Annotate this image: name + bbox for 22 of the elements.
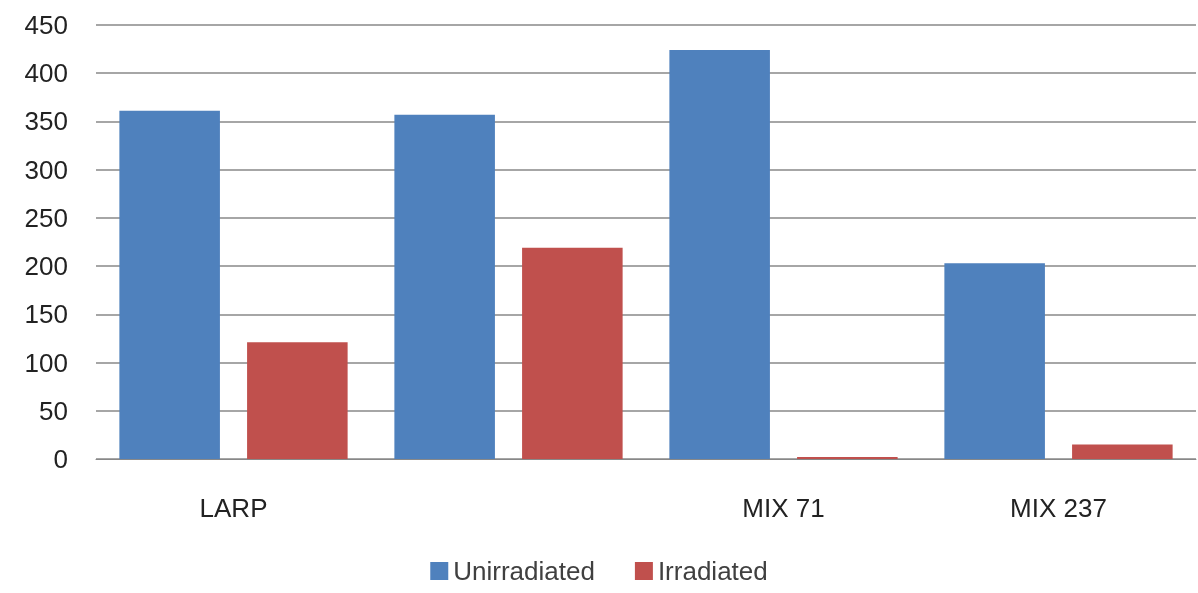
y-tick-label: 150 bbox=[24, 299, 68, 330]
y-tick-label: 0 bbox=[53, 444, 68, 474]
bar bbox=[522, 247, 623, 459]
bar bbox=[119, 110, 220, 459]
legend-label: Irradiated bbox=[657, 556, 768, 586]
legend-label: Unirradiated bbox=[453, 556, 595, 586]
x-tick-label: MIX 237 bbox=[1010, 493, 1107, 523]
y-tick-label: 50 bbox=[39, 395, 68, 426]
y-tick-label: 200 bbox=[24, 251, 68, 282]
bar bbox=[247, 342, 348, 459]
y-tick-label: 300 bbox=[24, 154, 68, 185]
x-tick-label: LARP bbox=[199, 493, 268, 523]
bar bbox=[944, 263, 1045, 459]
y-tick-label: 100 bbox=[24, 347, 68, 378]
bar bbox=[394, 114, 495, 459]
bar bbox=[1072, 444, 1173, 459]
y-tick-label: 400 bbox=[24, 58, 68, 89]
y-tick-label: 450 bbox=[24, 10, 68, 40]
x-tick-label: MIX 71 bbox=[742, 493, 825, 523]
y-tick-label: 250 bbox=[24, 202, 68, 233]
y-tick-label: 350 bbox=[24, 106, 68, 137]
bar bbox=[669, 50, 770, 459]
